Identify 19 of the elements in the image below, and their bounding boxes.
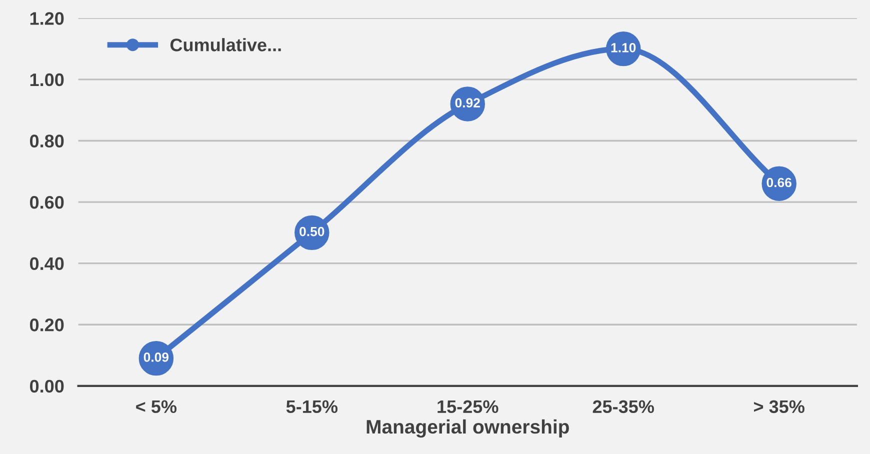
data-label: 0.09 (144, 352, 169, 362)
x-tick-label: 5-15% (286, 400, 338, 414)
data-label: 0.50 (300, 226, 324, 236)
y-tick-label: 0.40 (30, 257, 64, 270)
data-label: 1.10 (611, 43, 636, 52)
y-tick-label: 0.20 (30, 318, 64, 332)
x-axis-title: Managerial ownership (366, 419, 569, 438)
x-tick-label: < 5% (136, 400, 177, 414)
y-tick-label: 0.80 (30, 134, 64, 148)
legend-label: Cumulative... (170, 38, 281, 52)
data-label: 0.66 (766, 178, 792, 188)
y-tick-label: 0.60 (30, 196, 64, 209)
y-tick-label: 1.20 (30, 12, 64, 25)
x-tick-label: 15-25% (438, 400, 498, 414)
y-tick-label: 0.00 (30, 380, 64, 393)
y-tick-label: 1.00 (30, 73, 64, 86)
x-tick-label: 25-35% (592, 400, 654, 414)
data-label: 0.92 (455, 98, 480, 108)
x-tick-label: > 35% (754, 400, 804, 414)
